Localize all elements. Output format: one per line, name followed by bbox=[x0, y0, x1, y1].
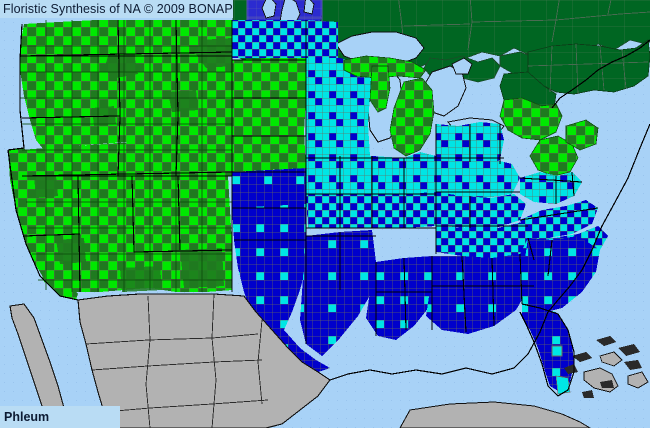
region-corn-belt bbox=[306, 122, 608, 260]
state-borders bbox=[20, 20, 437, 344]
region-michigan bbox=[343, 55, 435, 157]
region-northern-plains bbox=[232, 58, 307, 173]
region-west-green bbox=[8, 19, 233, 300]
taxon-name-text: Phleum bbox=[4, 410, 50, 424]
region-caribbean bbox=[399, 336, 649, 428]
region-mexico bbox=[9, 293, 331, 428]
map-title-banner: Floristic Synthesis of NA © 2009 BONAP bbox=[0, 0, 233, 18]
coastline bbox=[7, 23, 650, 397]
region-new-england bbox=[499, 39, 650, 115]
region-south-blue bbox=[232, 168, 600, 395]
region-ny-pa-green bbox=[499, 97, 599, 177]
taxon-name-banner: Phleum bbox=[0, 406, 120, 428]
map-title-text: Floristic Synthesis of NA © 2009 BONAP bbox=[3, 2, 233, 16]
